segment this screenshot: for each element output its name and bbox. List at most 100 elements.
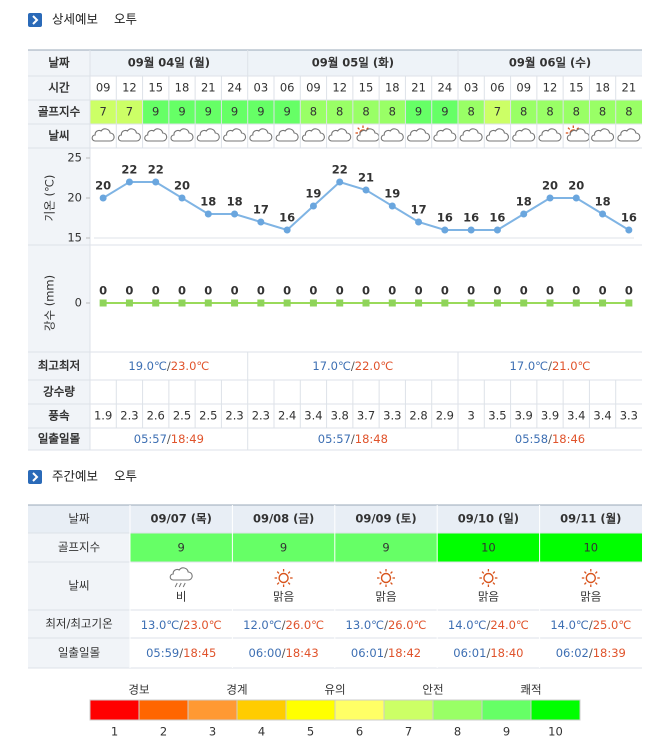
cloud-icon [169,567,193,581]
separator: / [548,359,552,373]
value-label: 0 [125,284,133,298]
golf-cell [90,100,117,124]
value-label: 0 [362,284,370,298]
row-label: 날짜 [48,56,70,70]
value-label: 0 [283,284,291,298]
cloud-icon [223,128,247,142]
weather-text: 비 [176,590,187,604]
data-point [336,299,344,307]
row-label: 시간 [48,81,70,95]
sun-ray [357,127,360,130]
golf-value: 8 [599,105,606,119]
golf-value: 7 [494,105,501,119]
golf-cell [431,100,458,124]
golf-value: 8 [310,105,317,119]
time-label: 24 [227,81,242,95]
sunrise-sunset: 05:57/18:48 [318,432,388,446]
value-label: 0 [336,284,344,298]
day-date: 09월 05일 (화) [312,56,394,70]
separator: / [351,359,355,373]
time-label: 03 [254,81,269,95]
label-column-bg [28,533,130,668]
data-point [257,299,265,307]
separator: / [179,618,183,632]
min-max-first: 13.0℃ [141,618,180,632]
legend-swatch [138,699,189,721]
value-label: 0 [467,284,475,298]
data-point [283,299,291,307]
y-tick-label: 25 [67,151,82,165]
legend-swatch [285,699,336,721]
legend-level: 5 [307,725,314,739]
sunrise-sunset: 06:01/18:40 [453,646,523,660]
data-point [546,194,554,202]
golf-value: 8 [336,105,343,119]
time-label: 09 [306,81,321,95]
legend-level: 6 [356,725,363,739]
golf-cell [221,100,248,124]
wind-value: 3.9 [541,409,559,423]
row-label: 풍속 [48,409,70,423]
golf-value: 8 [389,105,396,119]
y-tick-label: 15 [67,231,82,245]
golf-value: 9 [382,541,389,555]
sun-icon [585,572,596,584]
golf-value: 10 [481,541,496,555]
golf-value: 9 [178,541,185,555]
sun-ray [390,582,393,585]
data-point [257,218,265,226]
value-label: 16 [437,211,453,225]
min-max: 13.0℃/23.0℃ [141,618,222,632]
sunrise-sunset-second: 18:48 [355,432,388,446]
data-point [125,178,133,186]
time-label: 09 [96,81,111,95]
y-tick-label: 0 [75,296,82,310]
data-point [599,210,607,218]
golf-cell [232,533,335,562]
sunrise-sunset-second: 18:39 [593,646,626,660]
row-label: 강수량 [43,385,75,399]
data-point [520,299,528,307]
data-point [415,299,423,307]
cloud-icon [617,128,641,142]
min-max-second: 23.0℃ [171,359,210,373]
data-point [388,202,396,210]
cloud-icon [196,128,220,142]
value-label: 18 [200,195,216,209]
cloud-icon [117,128,141,142]
row-label: 일출일몰 [38,432,81,446]
data-point [152,299,160,307]
value-label: 0 [204,284,212,298]
value-label: 0 [99,284,107,298]
sun-ray [287,582,291,585]
y-axis-label: 강수 (mm) [43,275,57,331]
sun-ray [276,571,280,574]
sunrise-sunset: 05:59/18:45 [146,646,216,660]
sunrise-sunset: 05:58/18:46 [515,432,585,446]
time-label: 06 [280,81,295,95]
legend-level: 9 [503,725,510,739]
min-max-second: 23.0℃ [183,618,222,632]
sunrise-sunset-second: 18:46 [552,432,585,446]
separator: / [548,432,552,446]
golf-value: 9 [152,105,159,119]
data-point [309,202,317,210]
sun-ray [583,582,587,585]
data-point [388,299,396,307]
min-max-second: 22.0℃ [355,359,394,373]
sun-ray [379,571,382,574]
sunrise-sunset: 06:00/18:43 [249,646,319,660]
golf-value: 7 [99,105,106,119]
data-point [204,299,212,307]
value-label: 20 [174,179,190,193]
weather-text: 맑음 [580,590,601,604]
sun-ray [481,582,485,585]
wind-value: 2.9 [436,409,454,423]
sunrise-sunset-second: 18:40 [490,646,523,660]
value-label: 0 [493,284,501,298]
golf-value: 8 [520,105,527,119]
legend-swatch [334,699,385,721]
wind-value: 2.3 [120,409,138,423]
golf-cell [326,100,353,124]
